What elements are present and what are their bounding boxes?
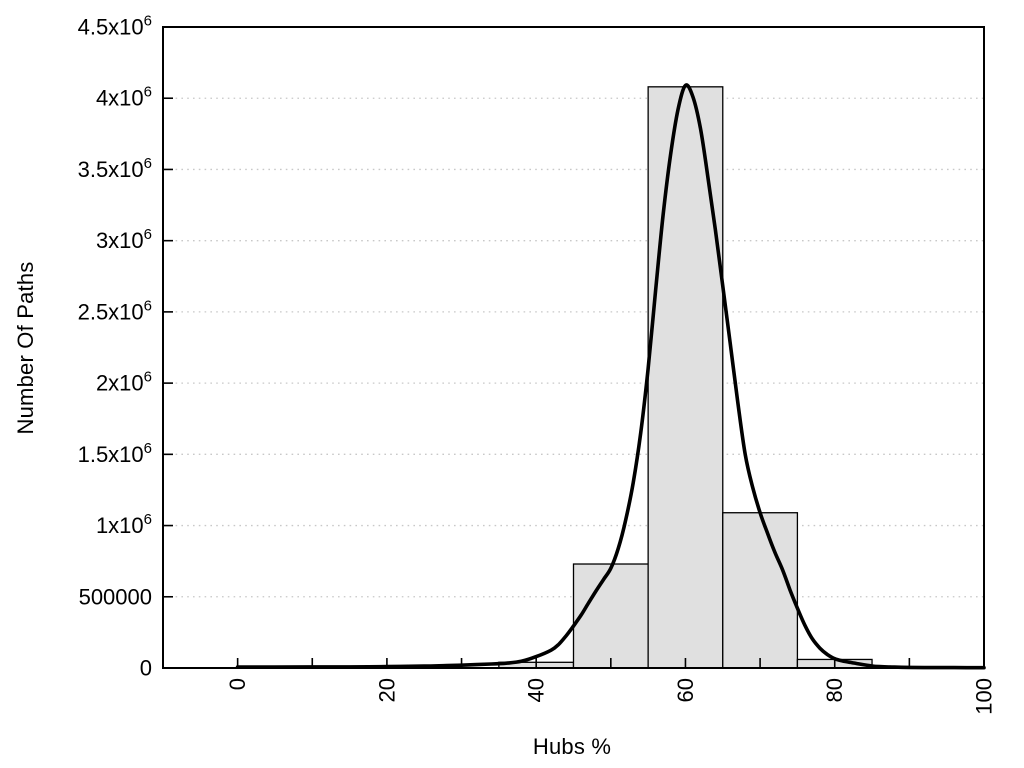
histogram-bar [722,512,799,669]
x-axis-title: Hubs % [532,734,612,759]
histogram-bar [647,86,724,669]
x-tick-label: 20 [374,678,399,702]
x-tick-label: 60 [673,678,698,702]
y-tick-label: 2.5x106 [78,297,152,324]
y-tick-label: 2x106 [96,369,152,396]
y-tick-label: 1x106 [96,511,152,538]
y-tick-label: 1.5x106 [78,440,152,467]
x-tick-label: 80 [822,678,847,702]
x-tick-label: 40 [524,678,549,702]
x-tick-label: 100 [972,678,997,715]
plot-border [162,26,985,669]
histogram-bar [572,563,649,669]
y-tick-label: 4.5x106 [78,13,152,40]
y-tick-label: 3x106 [96,226,152,253]
y-tick-label: 0 [140,656,152,681]
y-tick-label: 500000 [79,584,152,609]
y-tick-label: 4x106 [96,84,152,111]
y-tick-label: 3.5x106 [78,155,152,182]
x-tick-label: 0 [225,678,250,690]
distribution-curve [235,83,986,670]
